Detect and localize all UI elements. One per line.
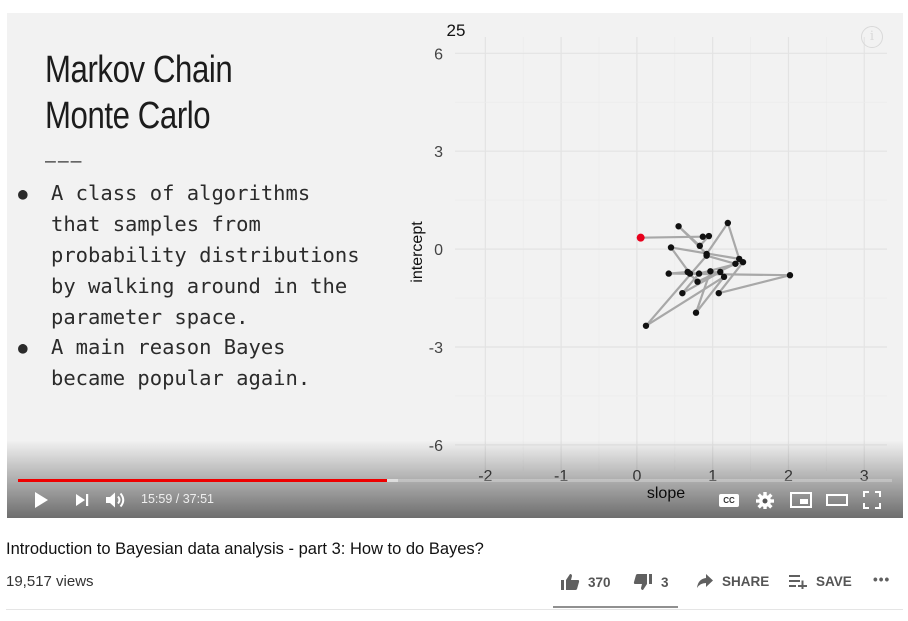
view-count: 19,517 views [6, 573, 94, 590]
sample-point [724, 219, 732, 227]
video-player[interactable]: Markov Chain Monte Carlo ——— ● A class o… [7, 13, 903, 518]
bullet-dot-icon: ● [18, 184, 28, 203]
chain-step [694, 270, 712, 314]
sample-point [715, 289, 722, 297]
chain-points [636, 219, 794, 329]
thumbs-down-icon [633, 574, 652, 590]
progress-played [18, 479, 387, 482]
dislike-button[interactable]: 3 [633, 573, 669, 591]
slide-bullet: ● A class of algorithms that samples fro… [15, 178, 360, 333]
sample-point [692, 309, 700, 316]
dislike-count: 3 [661, 574, 669, 590]
share-label: SHARE [722, 573, 770, 589]
progress-bar[interactable] [18, 479, 892, 482]
chain-step [717, 261, 745, 295]
sample-point [699, 233, 707, 240]
sample-point [675, 223, 682, 230]
chain-step [696, 262, 737, 283]
chain-step [677, 225, 708, 256]
chain-step [644, 275, 726, 327]
y-tick-label: -3 [429, 340, 443, 357]
subtitles-icon[interactable]: CC [719, 494, 739, 507]
chain-step [705, 254, 737, 265]
video-title: Introduction to Bayesian data analysis -… [6, 540, 484, 558]
like-count: 370 [588, 574, 611, 590]
playlist-add-icon [789, 575, 807, 589]
chain-step [705, 221, 729, 256]
current-time: 15:59 [141, 492, 173, 506]
chart-grid [455, 37, 887, 471]
settings-icon[interactable] [755, 491, 775, 509]
sample-point [717, 268, 724, 276]
sample-point [642, 322, 650, 329]
sentiment-bar [553, 606, 678, 608]
sample-point [703, 252, 710, 259]
share-icon [697, 574, 713, 588]
sample-point [696, 242, 703, 250]
like-button[interactable]: 370 [560, 573, 611, 591]
save-label: SAVE [816, 573, 852, 589]
miniplayer-icon[interactable] [790, 491, 812, 509]
time-display: 15:59 / 37:51 [141, 492, 214, 506]
share-button[interactable]: SHARE [696, 573, 769, 589]
bullet-text: A main reason Bayes became popular again… [51, 335, 311, 390]
sample-point [705, 232, 713, 240]
bullet-dot-icon: ● [18, 338, 28, 357]
chain-step [644, 254, 708, 327]
tick-labels: -2-10123630-3-6 [429, 46, 869, 485]
sample-point [786, 272, 794, 279]
sample-point [720, 273, 728, 281]
info-icon[interactable]: i [861, 26, 883, 48]
sample-point [707, 268, 714, 275]
sample-point [679, 289, 686, 297]
volume-icon[interactable] [105, 491, 129, 509]
more-icon: ••• [873, 572, 891, 587]
theater-icon[interactable] [826, 491, 848, 509]
y-tick-label: 0 [434, 242, 443, 259]
save-button[interactable]: SAVE [788, 573, 852, 589]
bullet-text: A class of algorithms that samples from … [51, 181, 360, 329]
sample-point [665, 270, 672, 277]
current-sample-point [636, 233, 645, 242]
sample-point [695, 270, 703, 277]
sample-point [694, 278, 701, 285]
sample-point [739, 258, 747, 266]
slide-title: Markov Chain Monte Carlo [45, 49, 233, 137]
chain-step [726, 221, 741, 260]
chain-step [681, 272, 701, 295]
slide-bullet: ● A main reason Bayes became popular aga… [15, 332, 310, 394]
chain-step [639, 235, 704, 239]
chain-step [681, 270, 722, 295]
divider [6, 609, 903, 610]
sample-point [732, 260, 739, 267]
frame-counter: 25 [447, 21, 466, 40]
fullscreen-icon[interactable] [863, 491, 881, 509]
more-actions-button[interactable]: ••• [873, 572, 890, 587]
y-tick-label: 6 [434, 46, 443, 63]
sample-point [684, 268, 691, 276]
time-separator: / [175, 492, 183, 506]
y-tick-label: 3 [434, 144, 443, 161]
chain-step [717, 274, 792, 295]
thumbs-up-icon [561, 574, 580, 590]
chain-path [639, 221, 792, 327]
chain-step [694, 275, 726, 314]
sample-point [667, 244, 675, 251]
y-axis-title: intercept [409, 221, 426, 283]
total-time: 37:51 [182, 492, 214, 506]
slide-divider: ——— [45, 151, 84, 172]
play-icon[interactable] [33, 491, 49, 509]
next-icon[interactable] [74, 491, 90, 509]
